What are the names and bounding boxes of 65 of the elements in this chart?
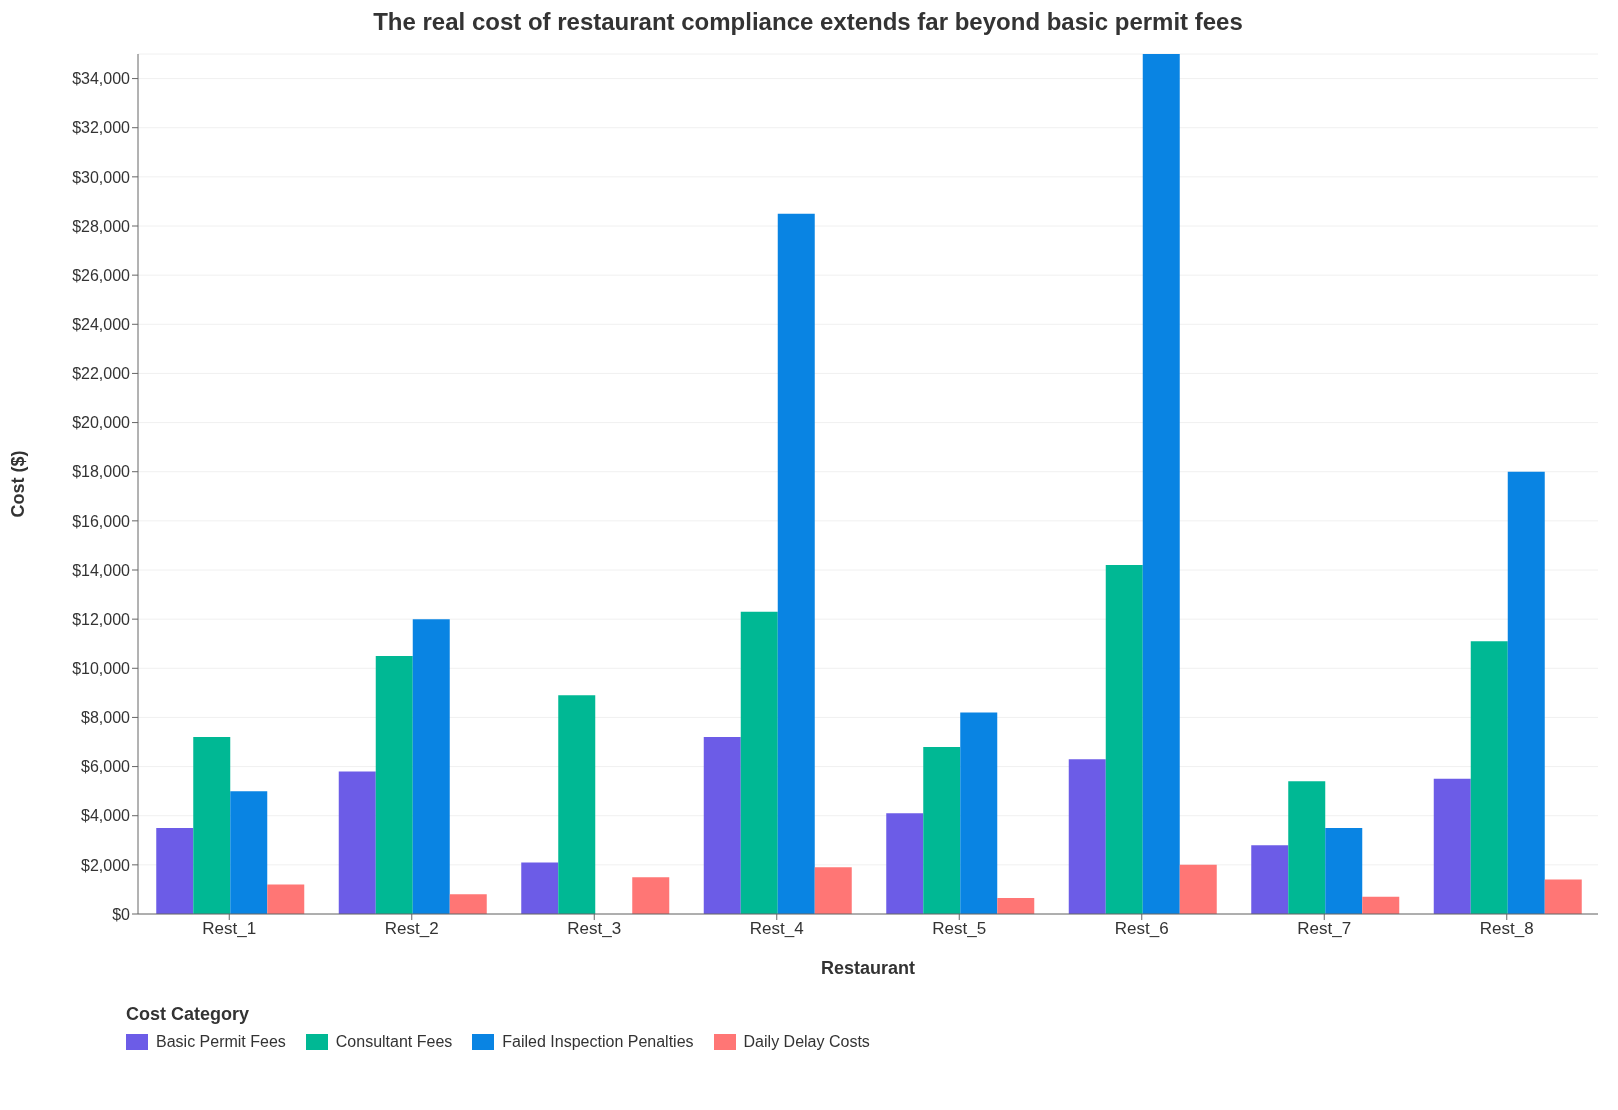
y-tick-label: $0: [112, 905, 131, 923]
bar: [1251, 845, 1289, 914]
bar: [1068, 759, 1106, 914]
y-tick-label: $8,000: [81, 709, 131, 727]
x-tick-label: Rest_3: [567, 919, 622, 939]
y-tick-label: $2,000: [81, 856, 131, 874]
bar: [923, 746, 961, 914]
bar: [1433, 778, 1471, 914]
y-tick-label: $22,000: [72, 365, 131, 383]
bar: [156, 828, 194, 914]
bar: [338, 771, 376, 914]
bar: [375, 656, 413, 914]
legend-label: Consultant Fees: [335, 1033, 453, 1051]
bar: [230, 791, 268, 914]
chart-title: The real cost of restaurant compliance extends far beyond basic permit fees: [372, 8, 1244, 37]
x-tick-label: Rest_6: [1114, 919, 1169, 939]
y-tick-label: $20,000: [72, 414, 131, 432]
bar: [1142, 54, 1180, 914]
x-tick-label: Rest_2: [384, 919, 439, 939]
bar: [703, 737, 741, 914]
legend-title: Cost Category: [126, 1004, 251, 1025]
bar: [449, 894, 487, 914]
x-tick-label: Rest_5: [932, 919, 987, 939]
bar: [886, 813, 924, 914]
bar: [1470, 641, 1508, 914]
bar: [193, 737, 231, 914]
y-tick-label: $18,000: [72, 463, 131, 481]
y-tick-label: $16,000: [72, 512, 131, 530]
y-tick-label: $26,000: [72, 266, 131, 284]
legend-label: Daily Delay Costs: [743, 1033, 870, 1051]
y-tick-label: $24,000: [72, 315, 131, 333]
bar: [1179, 864, 1217, 914]
y-tick-label: $10,000: [72, 659, 131, 677]
bar: [558, 695, 596, 914]
y-tick-label: $30,000: [72, 168, 131, 186]
x-tick-label: Rest_4: [749, 919, 804, 939]
y-tick-label: $28,000: [72, 217, 131, 235]
bar: [632, 877, 670, 914]
bar: [1105, 565, 1143, 914]
y-tick-label: $34,000: [72, 70, 131, 88]
y-tick-label: $12,000: [72, 610, 131, 628]
y-axis-title: Cost ($): [8, 450, 29, 518]
bar: [777, 213, 815, 914]
y-tick-label: $32,000: [72, 119, 131, 137]
bar: [1288, 781, 1326, 914]
bar: [960, 712, 998, 914]
legend-label: Failed Inspection Penalties: [502, 1033, 694, 1051]
bar: [1325, 828, 1363, 914]
bar: [1544, 879, 1582, 914]
x-tick-label: Rest_1: [202, 919, 257, 939]
bar: [267, 884, 305, 914]
y-tick-label: $6,000: [81, 758, 131, 776]
x-axis-title: Restaurant: [820, 958, 916, 978]
y-tick-label: $14,000: [72, 561, 131, 579]
bar: [1362, 896, 1400, 914]
y-tick-label: $4,000: [81, 807, 131, 825]
bar: [814, 867, 852, 914]
legend-label: Basic Permit Fees: [156, 1033, 286, 1051]
bar: [521, 862, 559, 914]
bar: [1507, 471, 1545, 914]
bar: [412, 619, 450, 914]
bar: [997, 898, 1035, 914]
x-tick-label: Rest_7: [1297, 919, 1352, 939]
bar: [740, 611, 778, 914]
x-tick-label: Rest_8: [1479, 919, 1534, 939]
